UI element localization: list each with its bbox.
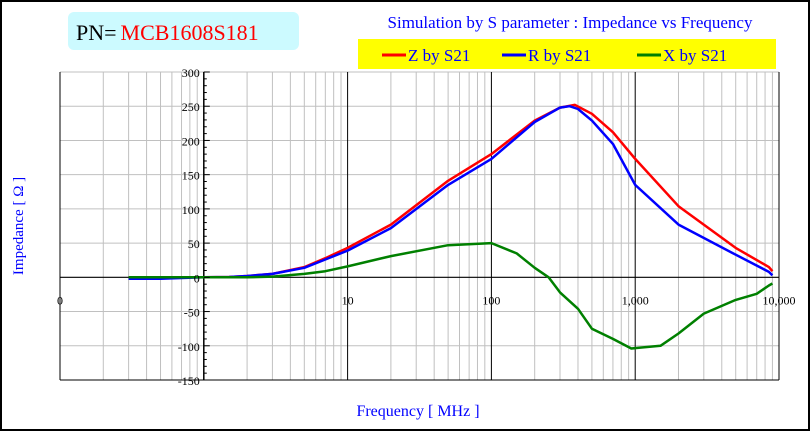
- x-tick-label: 0: [57, 293, 63, 307]
- legend-entry: X by S21: [663, 46, 727, 65]
- y-tick-label: 150: [182, 169, 200, 183]
- y-tick-label: 0: [194, 271, 200, 285]
- y-tick-label: -150: [178, 374, 200, 388]
- y-tick-label: 300: [182, 66, 200, 80]
- x-tick-label: 1,000: [622, 293, 649, 307]
- series-line-x-by-s21: [128, 241, 774, 350]
- part-number-box: [68, 12, 299, 50]
- x-tick-label: 10,000: [763, 293, 796, 307]
- y-tick-label: 250: [182, 100, 200, 114]
- y-axis-label: Impedance [ Ω ]: [11, 177, 27, 275]
- x-tick-label: 10: [342, 293, 354, 307]
- legend-entry: R by S21: [528, 46, 591, 65]
- pn-value: MCB1608S181: [121, 20, 259, 45]
- x-axis-label: Frequency [ MHz ]: [356, 403, 479, 420]
- legend: [358, 39, 776, 69]
- chart-title: Simulation by S parameter : Impedance vs…: [388, 13, 753, 32]
- y-tick-label: -100: [178, 340, 200, 354]
- part-number-label: PN= MCB1608S181: [76, 20, 259, 45]
- y-tick-label: 50: [188, 237, 200, 251]
- y-tick-label: -50: [184, 306, 200, 320]
- y-tick-label: 100: [182, 203, 200, 217]
- pn-prefix: PN=: [76, 20, 117, 45]
- y-tick-label: 200: [182, 134, 200, 148]
- legend-entry: Z by S21: [408, 46, 470, 65]
- x-tick-label: 100: [482, 293, 500, 307]
